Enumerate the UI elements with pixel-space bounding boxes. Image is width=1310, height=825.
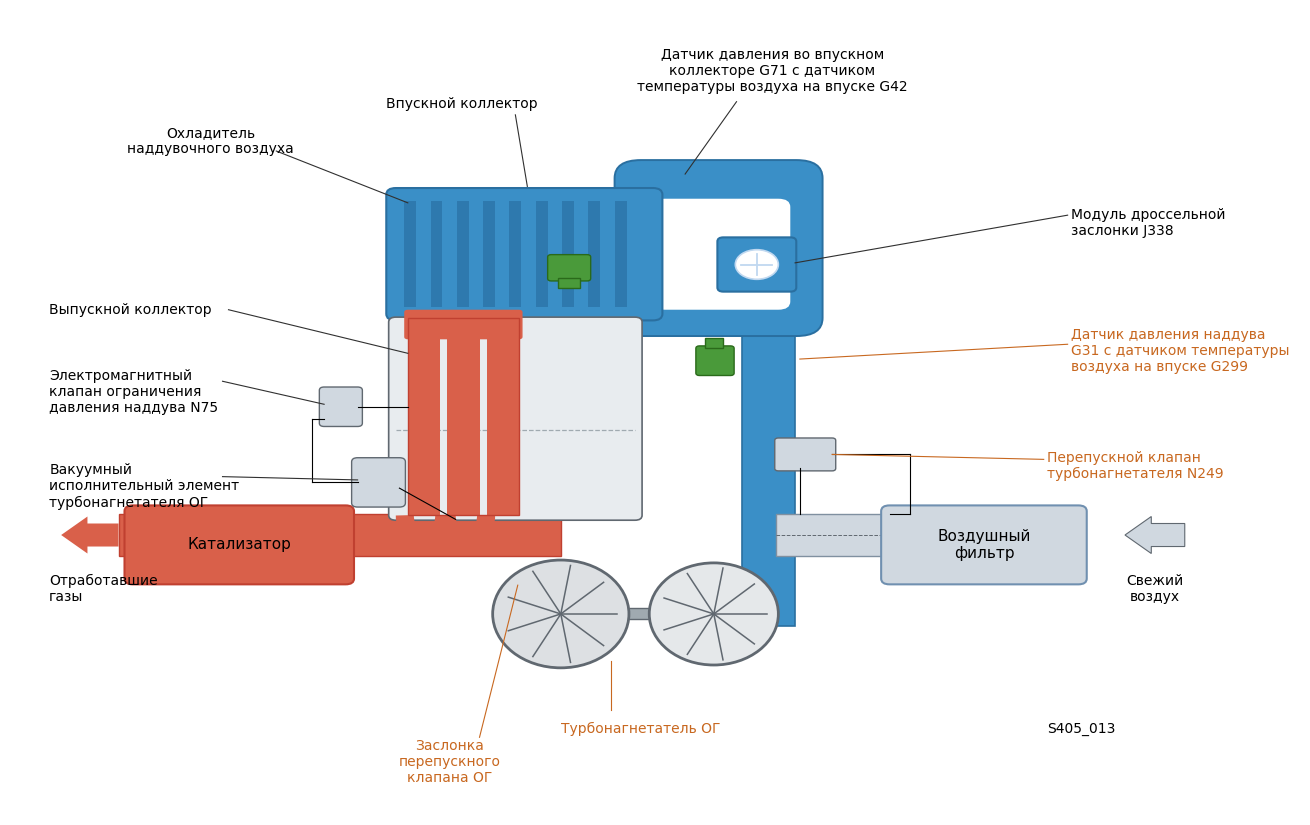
Bar: [405, 201, 417, 307]
Ellipse shape: [650, 563, 778, 665]
FancyBboxPatch shape: [774, 438, 836, 471]
FancyBboxPatch shape: [386, 188, 663, 320]
Bar: [407, 318, 519, 516]
Bar: [487, 318, 519, 516]
FancyBboxPatch shape: [351, 458, 405, 507]
Bar: [483, 201, 495, 307]
FancyBboxPatch shape: [548, 255, 591, 281]
Bar: [562, 201, 574, 307]
Ellipse shape: [493, 560, 629, 668]
FancyArrow shape: [1125, 516, 1184, 554]
FancyBboxPatch shape: [882, 506, 1087, 584]
Bar: [614, 201, 626, 307]
Bar: [536, 201, 548, 307]
Text: Перепускной клапан
турбонагнетателя N249: Перепускной клапан турбонагнетателя N249: [1047, 450, 1224, 481]
Bar: [705, 337, 723, 348]
Bar: [407, 318, 440, 516]
Text: Отработавшие
газы: Отработавшие газы: [50, 574, 157, 605]
Bar: [510, 201, 521, 307]
Bar: [457, 201, 469, 307]
Text: Датчик давления наддува
G31 с датчиком температуры
воздуха на впуске G299: Датчик давления наддува G31 с датчиком т…: [1072, 328, 1290, 374]
Text: Выпускной коллектор: Выпускной коллектор: [50, 303, 212, 317]
Bar: [743, 178, 795, 626]
FancyBboxPatch shape: [652, 199, 790, 309]
FancyBboxPatch shape: [320, 387, 363, 427]
Bar: [447, 318, 479, 516]
Text: Турбонагнетатель ОГ: Турбонагнетатель ОГ: [561, 722, 720, 736]
Text: Охладитель
наддувочного воздуха: Охладитель наддувочного воздуха: [127, 126, 293, 156]
FancyBboxPatch shape: [389, 317, 642, 521]
Text: Заслонка
перепускного
клапана ОГ: Заслонка перепускного клапана ОГ: [398, 738, 500, 785]
FancyBboxPatch shape: [696, 346, 734, 375]
Text: Воздушный
фильтр: Воздушный фильтр: [937, 529, 1031, 561]
Circle shape: [735, 250, 778, 280]
FancyBboxPatch shape: [124, 506, 354, 584]
FancyArrow shape: [62, 516, 118, 554]
Bar: [558, 278, 580, 289]
Text: Свежий
воздух: Свежий воздух: [1127, 574, 1183, 605]
Bar: [627, 608, 714, 619]
Bar: [776, 514, 889, 556]
Text: Вакуумный
исполнительный элемент
турбонагнетателя ОГ: Вакуумный исполнительный элемент турбона…: [50, 464, 240, 510]
Text: Катализатор: Катализатор: [187, 537, 291, 553]
Bar: [431, 201, 443, 307]
Text: S405_013: S405_013: [1047, 722, 1116, 736]
Text: Электромагнитный
клапан ограничения
давления наддува N75: Электромагнитный клапан ограничения давл…: [50, 369, 219, 415]
Text: Впускной коллектор: Впускной коллектор: [385, 97, 537, 111]
Text: Датчик давления во впускном
коллекторе G71 с датчиком
температуры воздуха на впу: Датчик давления во впускном коллекторе G…: [637, 48, 908, 95]
FancyBboxPatch shape: [614, 160, 823, 336]
Bar: [588, 201, 600, 307]
FancyBboxPatch shape: [718, 238, 796, 291]
Text: Модуль дроссельной
заслонки J338: Модуль дроссельной заслонки J338: [1072, 208, 1226, 238]
Bar: [118, 514, 561, 556]
FancyBboxPatch shape: [405, 309, 523, 339]
